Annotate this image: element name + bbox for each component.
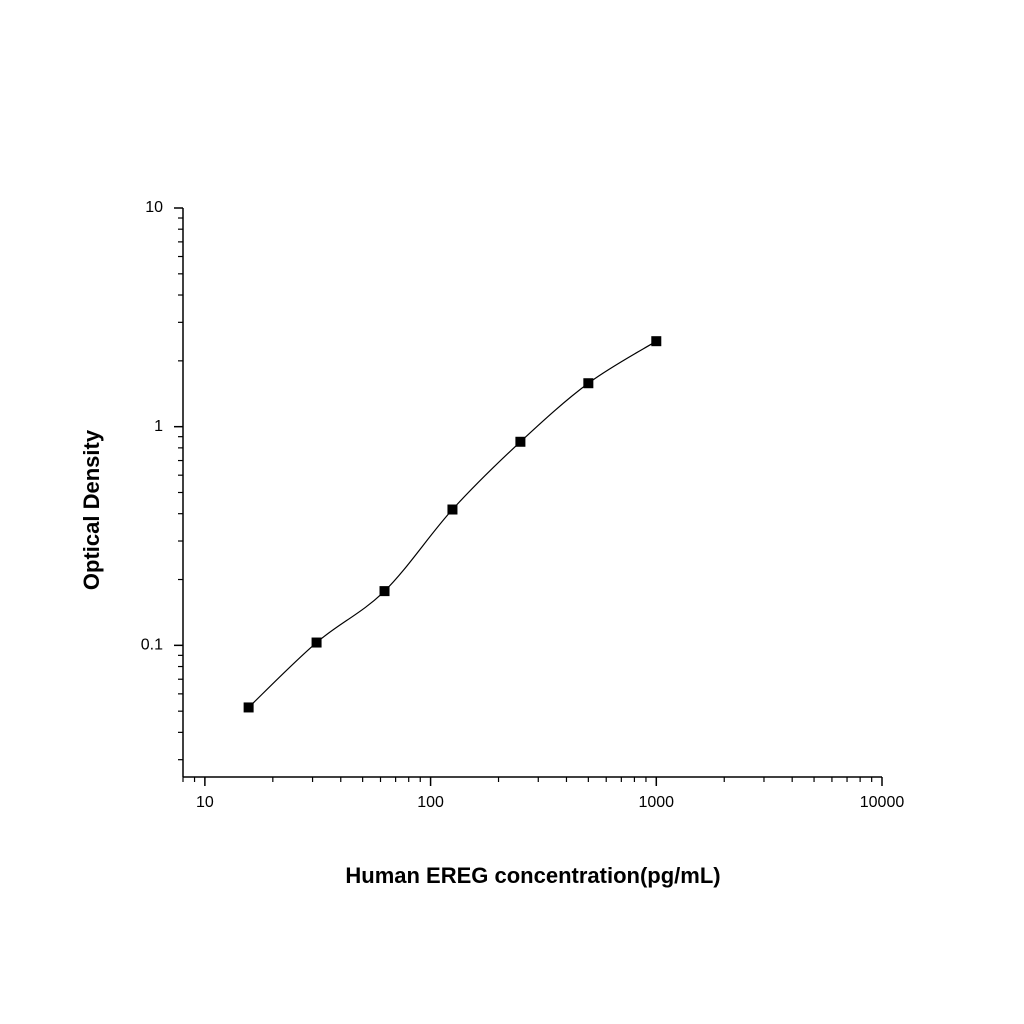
x-tick-label: 1000: [638, 794, 674, 811]
x-tick-label: 10: [196, 794, 214, 811]
y-tick-label: 1: [154, 418, 163, 435]
marker: [651, 336, 662, 347]
y-tick-label: 0.1: [141, 637, 163, 654]
marker: [243, 702, 254, 713]
marker: [583, 378, 594, 389]
y-axis-title: Optical Density: [79, 429, 104, 590]
marker: [379, 586, 390, 597]
x-tick-label: 100: [417, 794, 444, 811]
x-axis-title: Human EREG concentration(pg/mL): [345, 863, 720, 888]
y-tick-label: 10: [145, 199, 163, 216]
marker: [311, 637, 322, 648]
marker: [515, 436, 526, 447]
marker: [447, 504, 458, 515]
fit-curve: [248, 340, 657, 708]
x-tick-label: 10000: [860, 794, 905, 811]
